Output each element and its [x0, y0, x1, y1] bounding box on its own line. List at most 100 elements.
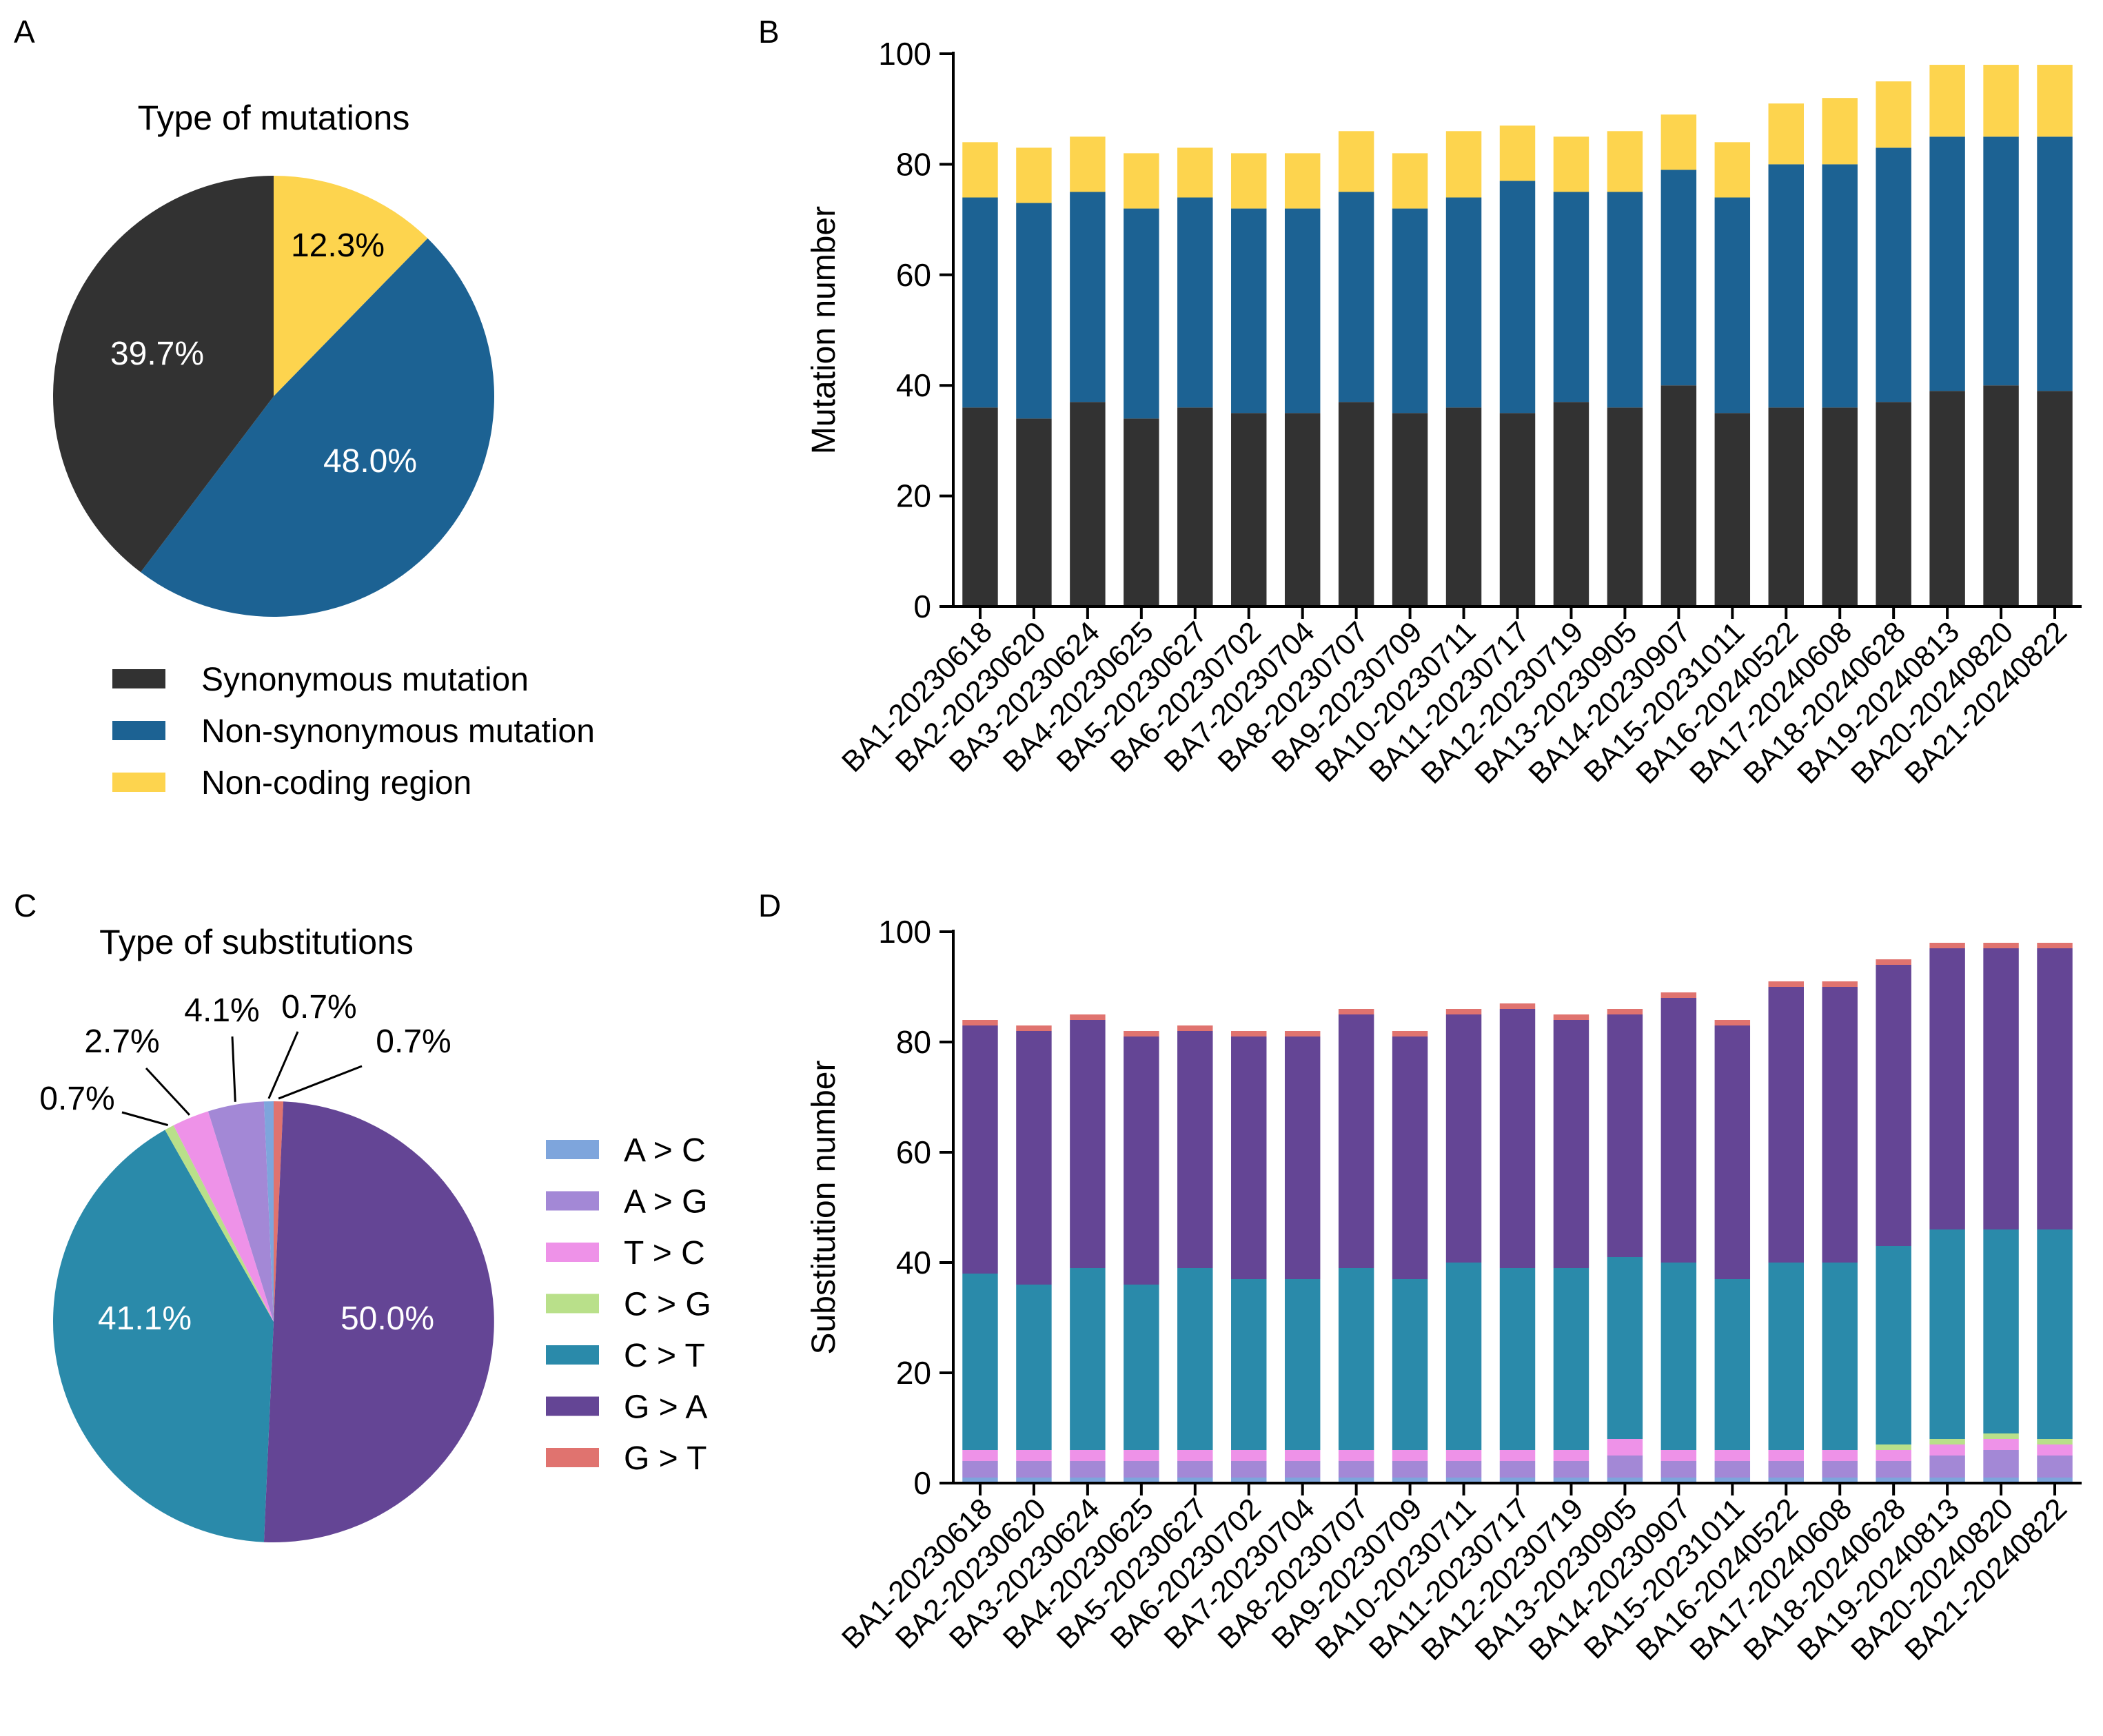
bar-b-ba11-20230717-non-synonymous-mutation: [1499, 181, 1536, 413]
bar-d-ba1-20230618-c-t: [962, 1274, 998, 1450]
bar-d-ba5-20230627-a-c: [1177, 1478, 1213, 1483]
bar-d-ba10-20230711-a-c: [1445, 1478, 1482, 1483]
bar-d-ba14-20230907-g-t: [1660, 992, 1697, 998]
bar-d-ba16-20240522-t-c: [1768, 1450, 1804, 1461]
bar-d-ba15-20231011-g-t: [1714, 1020, 1751, 1025]
bar-d-ba7-20230704-t-c: [1284, 1450, 1321, 1461]
bar-d-ba3-20230624-g-t: [1070, 1014, 1106, 1020]
panel-c-substitution-pie: Type of substitutions 0.7% 50.0% 41.1% 0.7%…: [39, 923, 711, 1542]
bar-b-ba20-20240820-synonymous-mutation: [1983, 385, 2019, 606]
bar-d-ba15-20231011-a-g: [1714, 1461, 1751, 1478]
bar-d-ba21-20240822-g-t: [2037, 943, 2073, 948]
bar-b-ba12-20230719-non-coding-region: [1553, 136, 1589, 192]
bar-b-ba18-20240628-synonymous-mutation: [1876, 402, 1911, 606]
legend-c-label-g-a: G > A: [624, 1389, 707, 1426]
panel-label-b: B: [758, 14, 780, 50]
bar-b-ba3-20230624-non-coding-region: [1070, 136, 1106, 192]
bar-d-ba7-20230704-g-a: [1284, 1037, 1321, 1279]
y-tick-label-b-100: 100: [878, 36, 931, 72]
bar-d-ba4-20230625-t-c: [1124, 1450, 1159, 1461]
bar-d-ba6-20230702-a-c: [1231, 1478, 1267, 1483]
y-tick-label-b-60: 60: [896, 257, 931, 293]
y-tick-label-d-100: 100: [878, 914, 931, 950]
y-tick-label-b-80: 80: [896, 146, 931, 182]
bar-b-ba18-20240628-non-coding-region: [1876, 81, 1911, 148]
bar-d-ba17-20240608-a-g: [1822, 1461, 1858, 1478]
bar-d-ba4-20230625-c-t: [1124, 1285, 1159, 1450]
bar-d-ba4-20230625-a-c: [1124, 1478, 1159, 1483]
bar-b-ba17-20240608-synonymous-mutation: [1822, 407, 1858, 606]
legend-a-label-non-synonymous-mutation: Non-synonymous mutation: [201, 713, 595, 750]
bar-d-ba13-20230905-g-t: [1607, 1009, 1643, 1014]
bar-d-ba8-20230707-c-t: [1338, 1268, 1374, 1450]
bar-d-ba20-20240820-g-a: [1983, 948, 2019, 1229]
bar-d-ba20-20240820-c-g: [1983, 1433, 2019, 1439]
pie-c-label-ac: 0.7%: [281, 989, 356, 1025]
bar-d-ba2-20230620-c-t: [1016, 1285, 1052, 1450]
pie-slice-ac: [263, 1101, 274, 1322]
legend-c-swatch-t-c: [546, 1243, 599, 1262]
legend-a-swatch-synonymous-mutation: [112, 669, 165, 688]
pie-c-label-gt: 0.7%: [376, 1023, 451, 1060]
y-tick-label-b-0: 0: [913, 589, 931, 624]
bar-d-ba8-20230707-a-g: [1338, 1461, 1374, 1478]
y-tick-label-d-0: 0: [913, 1465, 931, 1501]
bar-d-ba18-20240628-t-c: [1876, 1450, 1911, 1461]
bar-b-ba13-20230905-synonymous-mutation: [1607, 407, 1643, 606]
legend-a-label-synonymous-mutation: Synonymous mutation: [201, 662, 529, 698]
bar-d-ba13-20230905-a-g: [1607, 1456, 1643, 1478]
panel-label-a: A: [14, 14, 35, 50]
bar-d-ba7-20230704-a-g: [1284, 1461, 1321, 1478]
bar-b-ba6-20230702-non-coding-region: [1231, 153, 1267, 209]
pie-slice-non-synonymous: [141, 238, 495, 617]
bar-d-ba16-20240522-a-g: [1768, 1461, 1804, 1478]
bar-d-ba1-20230618-g-a: [962, 1025, 998, 1274]
y-tick-label-d-40: 40: [896, 1245, 931, 1280]
pie-a-title: Type of mutations: [138, 99, 410, 137]
bar-d-ba19-20240813-t-c: [1929, 1444, 1965, 1456]
bar-b-ba17-20240608-non-coding-region: [1822, 98, 1858, 165]
bar-d-ba20-20240820-t-c: [1983, 1439, 2019, 1450]
bar-d-ba10-20230711-a-g: [1445, 1461, 1482, 1478]
bar-d-ba19-20240813-g-a: [1929, 948, 1965, 1229]
panel-a-mutation-pie: Type of mutations 12.3% 48.0% 39.7% Synony…: [52, 99, 595, 801]
bar-b-ba19-20240813-non-synonymous-mutation: [1929, 136, 1965, 391]
bar-b-ba7-20230704-synonymous-mutation: [1284, 413, 1321, 606]
bar-d-ba18-20240628-g-t: [1876, 959, 1911, 965]
bar-d-ba21-20240822-g-a: [2037, 948, 2073, 1229]
pie-slice-ag: [207, 1101, 274, 1322]
bar-d-ba16-20240522-a-c: [1768, 1478, 1804, 1483]
bar-b-ba12-20230719-synonymous-mutation: [1553, 402, 1589, 606]
bar-d-ba7-20230704-g-t: [1284, 1031, 1321, 1037]
bar-d-ba2-20230620-a-g: [1016, 1461, 1052, 1478]
bar-b-ba1-20230618-non-coding-region: [962, 142, 998, 198]
bar-b-ba3-20230624-non-synonymous-mutation: [1070, 192, 1106, 402]
legend-c-label-t-c: T > C: [624, 1235, 705, 1272]
bar-d-ba3-20230624-a-g: [1070, 1461, 1106, 1478]
bar-d-ba14-20230907-g-a: [1660, 998, 1697, 1263]
bar-d-ba2-20230620-g-t: [1016, 1025, 1052, 1031]
bar-b-ba8-20230707-non-synonymous-mutation: [1338, 192, 1374, 402]
bar-b-ba9-20230709-non-coding-region: [1392, 153, 1428, 209]
bar-b-ba6-20230702-non-synonymous-mutation: [1231, 208, 1267, 413]
pie-c-leader-ag: [231, 1036, 236, 1102]
bar-b-ba14-20230907-synonymous-mutation: [1660, 385, 1697, 606]
bar-d-ba9-20230709-c-t: [1392, 1279, 1428, 1450]
pie-slice-cg: [165, 1125, 274, 1322]
bar-d-ba9-20230709-g-a: [1392, 1037, 1428, 1279]
bar-d-ba19-20240813-c-g: [1929, 1439, 1965, 1444]
legend-c: A > C A > G T > C C > G C > T G > A G > T: [546, 1132, 711, 1477]
pie-c-label-ag: 4.1%: [184, 992, 259, 1029]
legend-c-swatch-a-g: [546, 1191, 599, 1211]
bar-d-ba17-20240608-g-t: [1822, 981, 1858, 987]
pie-c-label-ga: 50.0%: [341, 1300, 434, 1337]
bar-d-ba16-20240522-g-a: [1768, 987, 1804, 1263]
bar-b-ba15-20231011-non-coding-region: [1714, 142, 1751, 198]
bar-b-ba10-20230711-non-coding-region: [1445, 131, 1482, 198]
bar-b-ba1-20230618-synonymous-mutation: [962, 407, 998, 606]
legend-a: Synonymous mutation Non-synonymous mutati…: [112, 662, 595, 801]
bar-d-ba13-20230905-c-t: [1607, 1257, 1643, 1439]
bar-d-ba11-20230717-g-t: [1499, 1003, 1536, 1009]
bar-d-ba20-20240820-c-t: [1983, 1229, 2019, 1433]
bar-d-ba17-20240608-c-t: [1822, 1263, 1858, 1450]
